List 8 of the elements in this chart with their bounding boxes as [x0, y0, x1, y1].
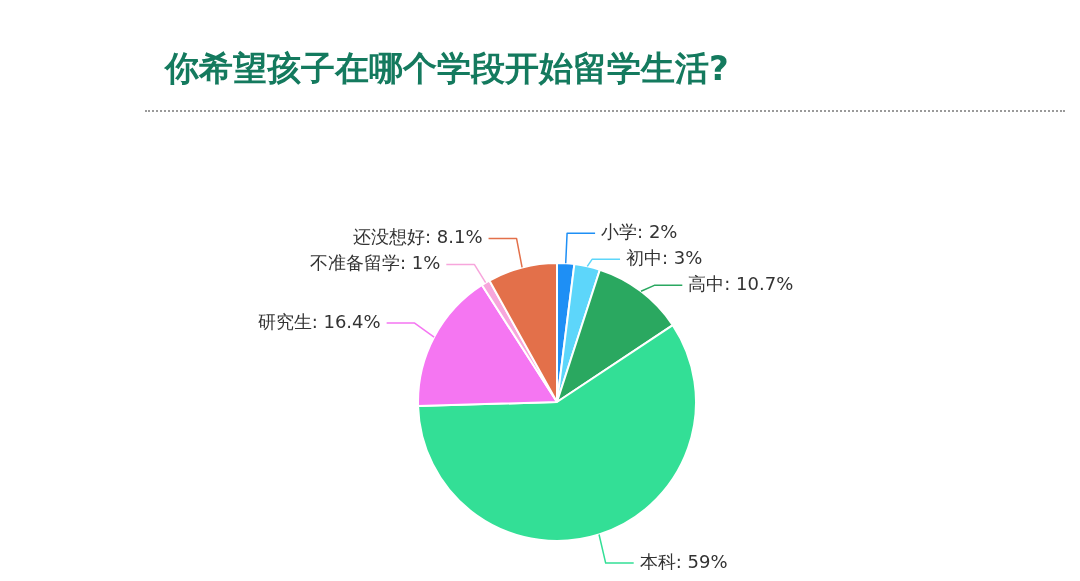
slice-label: 初中: 3% — [626, 247, 703, 268]
slice-label: 本科: 59% — [639, 550, 728, 572]
slice-label: 小学: 2% — [601, 221, 678, 242]
slice-label: 还没想好: 8.1% — [353, 226, 483, 248]
slice-label: 不准备留学: 1% — [309, 252, 441, 274]
chart-title: 你希望孩子在哪个学段开始留学生活? — [165, 47, 729, 90]
slice-label: 高中: 10.7% — [688, 273, 794, 294]
slice-label: 研究生: 16.4% — [257, 310, 381, 332]
